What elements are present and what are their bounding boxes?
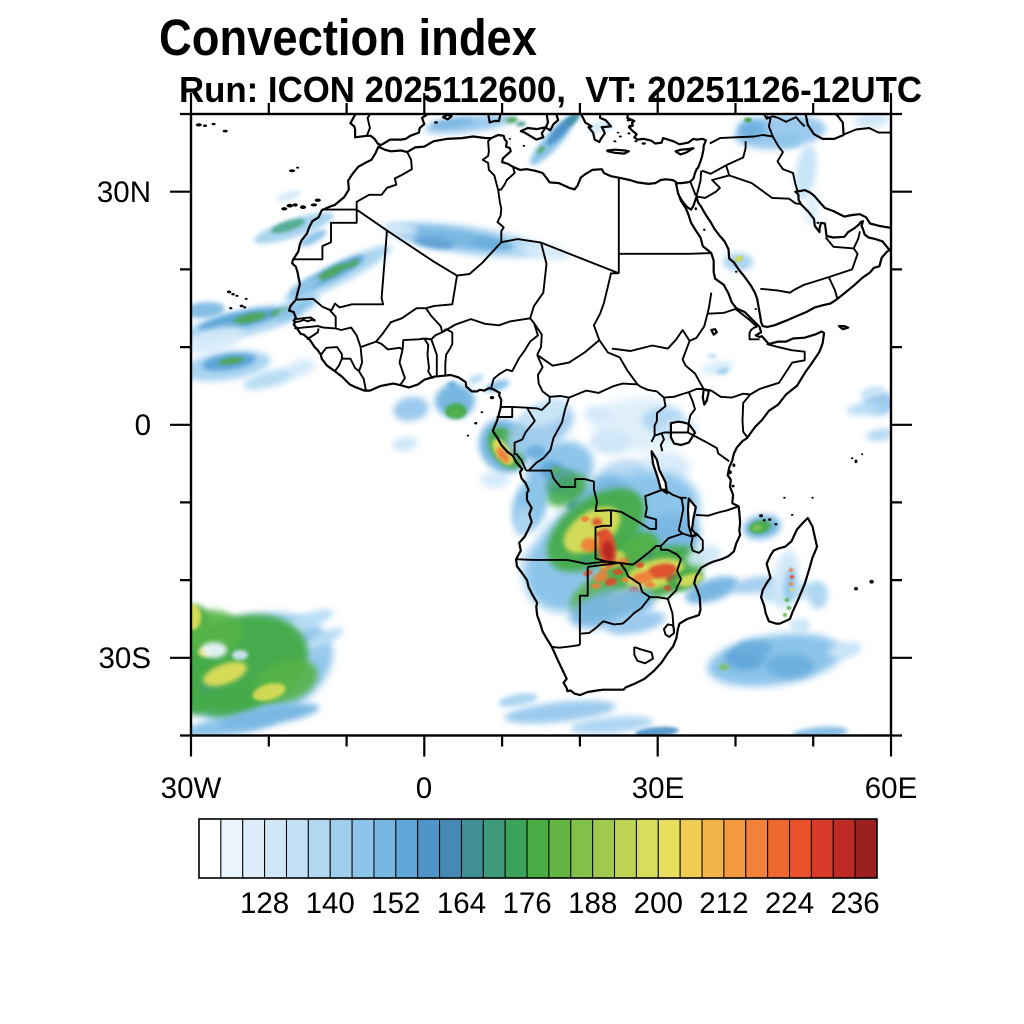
svg-text:Run: ICON 2025112600, VT: 202: Run: ICON 2025112600, VT: 20251126-12UTC [179,69,922,110]
svg-text:30W: 30W [161,772,222,805]
svg-text:Convection index: Convection index [159,9,537,66]
svg-text:212: 212 [699,887,748,920]
svg-text:128: 128 [240,887,289,920]
svg-text:164: 164 [437,887,486,920]
svg-text:30E: 30E [632,772,685,805]
svg-text:200: 200 [634,887,683,920]
svg-text:236: 236 [830,887,879,920]
svg-text:0: 0 [416,772,432,805]
svg-text:176: 176 [502,887,551,920]
svg-text:60E: 60E [865,772,918,805]
svg-text:188: 188 [568,887,617,920]
svg-text:224: 224 [765,887,814,920]
svg-text:140: 140 [306,887,355,920]
svg-text:152: 152 [371,887,420,920]
svg-text:30S: 30S [99,642,152,675]
svg-text:0: 0 [135,409,151,442]
svg-text:30N: 30N [97,176,151,209]
